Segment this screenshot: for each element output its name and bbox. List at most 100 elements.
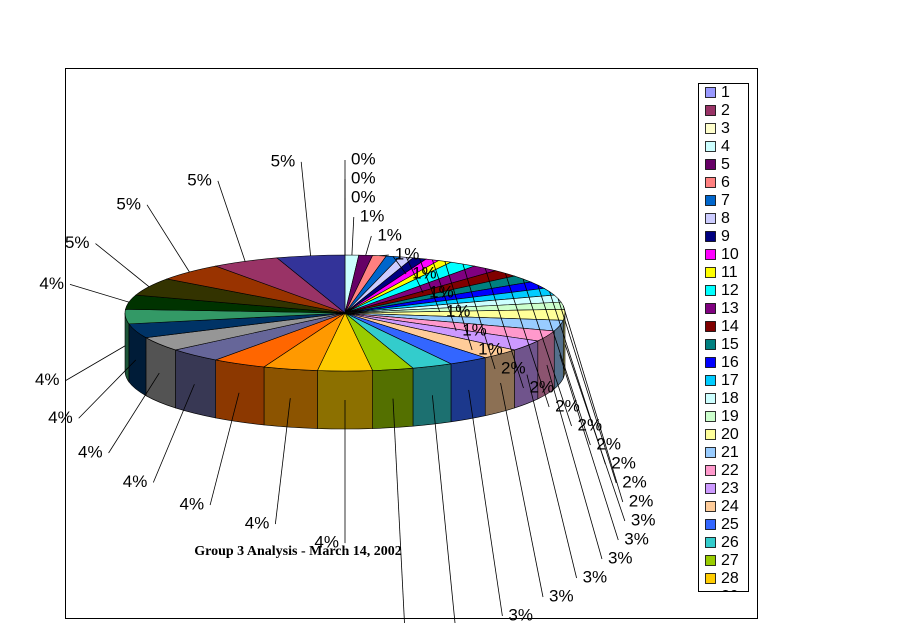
leader-line: [69, 283, 130, 303]
legend-swatch: [705, 303, 716, 314]
legend-label: 16: [721, 354, 739, 371]
leader-line: [546, 364, 603, 560]
data-labels: 0%0%0%1%1%1%1%1%1%1%1%2%2%2%2%2%2%2%2%3%…: [35, 149, 656, 628]
slice-side: [263, 366, 318, 429]
leader-line: [500, 382, 544, 598]
legend-label: 7: [721, 192, 730, 209]
slice-side: [372, 367, 414, 429]
legend-label: 14: [721, 318, 739, 335]
legend-swatch: [705, 465, 716, 476]
legend-label: 11: [721, 264, 738, 281]
data-label: 4%: [180, 495, 205, 514]
legend-label: 2: [721, 102, 730, 119]
legend-swatch: [705, 393, 716, 404]
data-label: 5%: [271, 151, 296, 170]
legend-label: 28: [721, 570, 739, 587]
leader-line: [406, 257, 424, 294]
legend-label: 15: [721, 336, 739, 353]
legend-swatch: [705, 213, 716, 224]
data-label: 3%: [583, 567, 608, 586]
legend-swatch: [705, 231, 716, 242]
data-label: 5%: [116, 194, 141, 213]
data-label: 3%: [624, 529, 649, 548]
leader-line: [431, 259, 457, 332]
legend-label: 17: [721, 372, 739, 389]
legend-label: 3: [721, 120, 730, 137]
data-label: 1%: [446, 301, 471, 320]
data-label: 3%: [631, 510, 656, 529]
legend-label: 10: [721, 246, 739, 263]
legend-swatch: [705, 429, 716, 440]
legend-label: 23: [721, 480, 739, 497]
legend-swatch: [705, 537, 716, 548]
leader-line: [95, 243, 150, 287]
data-label: 0%: [351, 149, 376, 168]
leader-line: [392, 256, 407, 275]
legend-swatch: [705, 483, 716, 494]
data-label: 1%: [429, 282, 454, 301]
data-label: 5%: [187, 170, 212, 189]
data-label: 4%: [245, 514, 270, 533]
legend-swatch: [705, 195, 716, 206]
chart-title: Group 3 Analysis - March 14, 2002: [194, 544, 402, 559]
legend-swatch: [705, 285, 716, 296]
data-label: 0%: [351, 168, 376, 187]
leader-line: [300, 161, 311, 256]
slice-side: [450, 357, 486, 423]
data-label: 2%: [622, 472, 647, 491]
data-label: 1%: [412, 263, 437, 282]
data-label: 4%: [123, 472, 148, 491]
legend-swatch: [705, 357, 716, 368]
legend-label: 24: [721, 498, 739, 515]
data-label: 2%: [611, 453, 636, 472]
data-label: 2%: [501, 358, 526, 377]
data-label: 4%: [35, 370, 60, 389]
legend-swatch: [705, 141, 716, 152]
data-label: 1%: [395, 244, 420, 263]
data-label: 1%: [462, 320, 487, 339]
data-label: 4%: [39, 274, 64, 293]
data-label: 2%: [596, 434, 621, 453]
leader-line: [351, 216, 355, 256]
legend-label: 22: [721, 462, 739, 479]
leader-line: [274, 398, 291, 525]
leader-line: [365, 235, 372, 256]
leader-line: [537, 284, 591, 446]
leader-line: [462, 263, 496, 370]
legend-label: 26: [721, 534, 739, 551]
legend-swatch: [705, 375, 716, 386]
legend-swatch: [705, 267, 716, 278]
leader-line: [564, 343, 626, 522]
legend-swatch: [705, 573, 716, 584]
legend-swatch: [705, 105, 716, 116]
data-label: 5%: [65, 233, 90, 252]
leader-line: [522, 278, 572, 427]
legend-label: 13: [721, 300, 739, 317]
leader-line: [431, 395, 456, 628]
legend: 1234567891011121314151617181920212223242…: [705, 84, 739, 605]
data-label: 3%: [508, 605, 533, 623]
legend-swatch: [705, 177, 716, 188]
legend-swatch: [705, 123, 716, 134]
legend-swatch: [705, 87, 716, 98]
legend-label: 5: [721, 156, 730, 173]
legend-swatch: [705, 447, 716, 458]
data-label: 4%: [78, 442, 103, 461]
legend-swatch: [705, 339, 716, 350]
data-label: 3%: [608, 548, 633, 567]
data-label: 3%: [549, 586, 574, 605]
leader-line: [562, 305, 624, 503]
legend-label: 29: [721, 588, 739, 605]
legend-label: 19: [721, 408, 739, 425]
data-label: 2%: [529, 377, 554, 396]
leader-line: [468, 389, 503, 617]
leader-line: [65, 345, 126, 381]
leader-line: [557, 298, 617, 484]
leader-line: [419, 258, 441, 313]
leader-line: [484, 268, 524, 389]
legend-swatch: [705, 411, 716, 422]
leader-line: [379, 254, 389, 257]
leader-line: [146, 204, 190, 273]
leader-line: [152, 384, 195, 483]
data-label: 2%: [629, 491, 654, 510]
